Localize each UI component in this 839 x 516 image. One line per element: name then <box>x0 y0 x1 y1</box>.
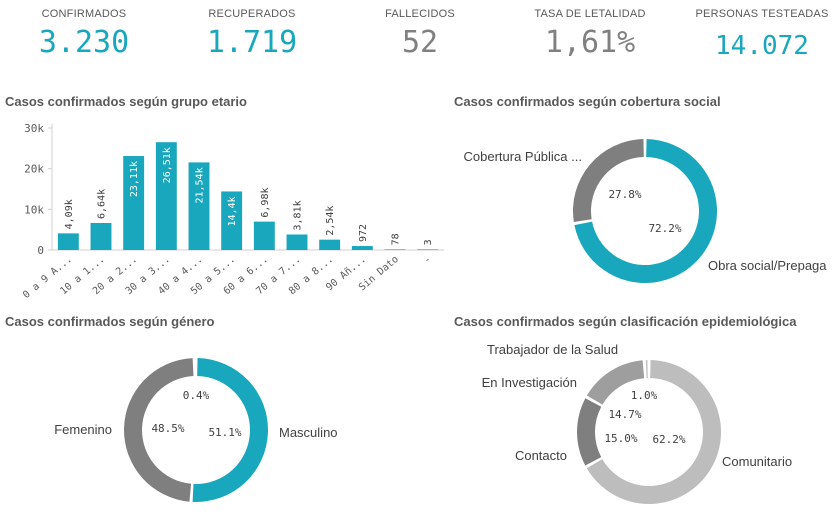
kpi-label: FALLECIDOS <box>385 8 455 20</box>
chart-title-clasificacion: Casos confirmados según clasificación ep… <box>454 314 797 329</box>
kpi-value: 14.072 <box>715 31 809 61</box>
bar[interactable] <box>319 239 341 250</box>
kpi-value: 52 <box>401 25 439 60</box>
y-tick-label: 10k <box>24 203 44 216</box>
bar-data-label: 6,64k <box>97 189 108 219</box>
slice-percent-label: 51.1% <box>208 426 241 439</box>
slice-percent-label: 1.0% <box>631 389 658 402</box>
chart-title-genero: Casos confirmados según género <box>5 314 215 329</box>
slice-category-label: Femenino <box>54 422 112 437</box>
slice-percent-label: 15.0% <box>604 432 637 445</box>
bar[interactable] <box>123 156 145 250</box>
y-tick-label: 0 <box>37 244 44 257</box>
bar-data-label: 4,09k <box>64 199 75 229</box>
kpi-value: 1.719 <box>206 25 298 60</box>
bar[interactable] <box>286 234 308 250</box>
slice-category-label: Masculino <box>279 425 338 440</box>
slice-percent-label: 0.4% <box>183 389 210 402</box>
kpi-personas-testeadas: PERSONAS TESTEADAS 14.072 <box>692 8 832 66</box>
bar[interactable] <box>188 162 210 250</box>
bar-data-label: 26,51k <box>162 147 173 183</box>
kpi-label: TASA DE LETALIDAD <box>534 8 646 20</box>
bar-data-label: 3 <box>423 239 434 245</box>
slice-category-label: Cobertura Pública ... <box>463 149 582 164</box>
donut-slice[interactable] <box>586 360 645 405</box>
kpi-fallecidos: FALLECIDOS 52 <box>364 8 476 63</box>
bar-data-label: 14,4k <box>227 196 238 226</box>
slice-category-label: En Investigación <box>482 375 577 390</box>
slice-percent-label: 14.7% <box>608 408 641 421</box>
x-tick-label: - <box>422 254 434 266</box>
bar[interactable] <box>155 142 177 250</box>
bar-data-label: 78 <box>391 233 402 245</box>
bar-data-label: 23,11k <box>129 161 140 197</box>
y-tick-label: 20k <box>24 163 44 176</box>
bar[interactable] <box>253 221 275 250</box>
kpi-label: PERSONAS TESTEADAS <box>695 8 829 20</box>
bar[interactable] <box>384 249 406 250</box>
slice-percent-label: 48.5% <box>151 422 184 435</box>
slice-percent-label: 72.2% <box>648 222 681 235</box>
kpi-label: RECUPERADOS <box>208 8 296 20</box>
bar-data-label: 3,81k <box>293 200 304 230</box>
donut-slice[interactable] <box>572 139 644 223</box>
bar[interactable] <box>221 191 243 250</box>
bar-data-label: 2,54k <box>325 206 336 236</box>
kpi-value: 3.230 <box>38 25 130 60</box>
bar-data-label: 21,54k <box>195 167 206 203</box>
bar[interactable] <box>57 233 79 250</box>
kpi-recuperados: RECUPERADOS 1.719 <box>196 8 308 63</box>
bar[interactable] <box>351 246 373 250</box>
bar-data-label: 6,98k <box>260 188 271 218</box>
slice-category-label: Obra social/Prepaga <box>708 258 827 273</box>
slice-category-label: Contacto <box>515 448 567 463</box>
slice-percent-label: 27.8% <box>608 188 641 201</box>
donut-slice[interactable] <box>645 360 648 379</box>
bar[interactable] <box>90 222 112 250</box>
donut-slice[interactable] <box>192 358 269 503</box>
donut-slice[interactable] <box>123 358 194 502</box>
chart-title-grupo-etario: Casos confirmados según grupo etario <box>5 94 247 109</box>
slice-category-label: Comunitario <box>722 454 792 469</box>
kpi-label: CONFIRMADOS <box>41 8 127 20</box>
donut-slice[interactable] <box>577 398 602 466</box>
kpi-value: 1,61% <box>544 25 636 60</box>
slice-percent-label: 62.2% <box>652 433 685 446</box>
bar[interactable] <box>417 249 439 250</box>
chart-title-cobertura-social: Casos confirmados según cobertura social <box>454 94 721 109</box>
bar-data-label: 972 <box>358 224 369 242</box>
kpi-confirmados: CONFIRMADOS 3.230 <box>28 8 140 63</box>
y-tick-label: 30k <box>24 122 44 135</box>
kpi-tasa-letalidad: TASA DE LETALIDAD 1,61% <box>520 8 660 63</box>
slice-category-label: Trabajador de la Salud <box>487 342 618 357</box>
